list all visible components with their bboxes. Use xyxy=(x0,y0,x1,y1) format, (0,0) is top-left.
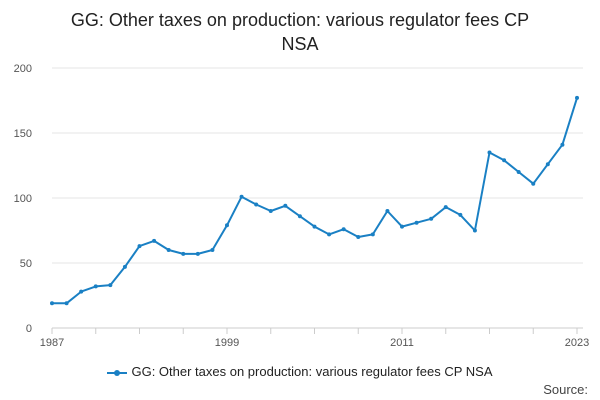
series-layer xyxy=(50,95,579,306)
x-tick-label: 2011 xyxy=(390,337,414,349)
data-point xyxy=(297,214,302,219)
data-point xyxy=(429,216,434,221)
data-point xyxy=(195,251,200,256)
data-point xyxy=(152,238,157,243)
x-tick-label: 1987 xyxy=(40,337,64,349)
y-tick-label: 50 xyxy=(20,258,32,270)
y-tick-label: 200 xyxy=(14,63,32,75)
data-point xyxy=(137,244,142,249)
data-point xyxy=(50,301,54,306)
data-point xyxy=(64,301,69,306)
data-point xyxy=(472,228,477,233)
legend-line-marker-icon xyxy=(107,368,128,378)
y-tick-label: 0 xyxy=(26,323,32,335)
data-point xyxy=(225,223,229,228)
data-point xyxy=(414,220,419,225)
data-point xyxy=(181,251,186,256)
series-line xyxy=(52,97,578,305)
chart-title-line-1: GG: Other taxes on production: various r… xyxy=(70,10,530,30)
x-tick-label: 2023 xyxy=(565,337,589,349)
data-point xyxy=(93,284,98,289)
data-point xyxy=(370,232,375,237)
data-point xyxy=(502,158,507,163)
data-point xyxy=(254,202,259,207)
data-point xyxy=(166,248,171,252)
legend: GG: Other taxes on production: various r… xyxy=(0,364,600,379)
data-point xyxy=(239,194,244,199)
data-point xyxy=(487,150,492,155)
data-point xyxy=(268,209,273,213)
data-point xyxy=(545,162,550,167)
data-point xyxy=(341,227,346,232)
data-point xyxy=(122,264,127,269)
x-tick-label: 1999 xyxy=(215,337,239,349)
data-point xyxy=(283,203,288,208)
chart-title-line-2: NSA xyxy=(281,34,319,54)
data-point xyxy=(79,289,84,294)
data-point xyxy=(356,235,361,239)
y-axis: 0 50 100 150 200 xyxy=(14,63,32,335)
y-tick-label: 100 xyxy=(14,193,32,205)
data-point xyxy=(327,232,332,237)
data-point xyxy=(575,95,579,100)
x-axis: 1987 1999 2011 2023 xyxy=(40,328,589,349)
legend-label: GG: Other taxes on production: various r… xyxy=(131,364,493,379)
data-point xyxy=(312,224,317,229)
data-point xyxy=(210,248,215,252)
gridlines xyxy=(52,67,583,329)
data-point xyxy=(458,212,463,217)
data-point xyxy=(531,181,536,186)
data-point xyxy=(108,283,113,288)
data-point xyxy=(516,170,521,174)
chart-title: GG: Other taxes on production: various r… xyxy=(0,8,600,56)
source-label: Source: xyxy=(543,382,588,397)
data-point xyxy=(443,205,448,210)
data-point xyxy=(560,142,565,147)
data-point xyxy=(385,209,390,213)
data-point xyxy=(400,224,404,229)
y-tick-label: 150 xyxy=(14,128,32,140)
